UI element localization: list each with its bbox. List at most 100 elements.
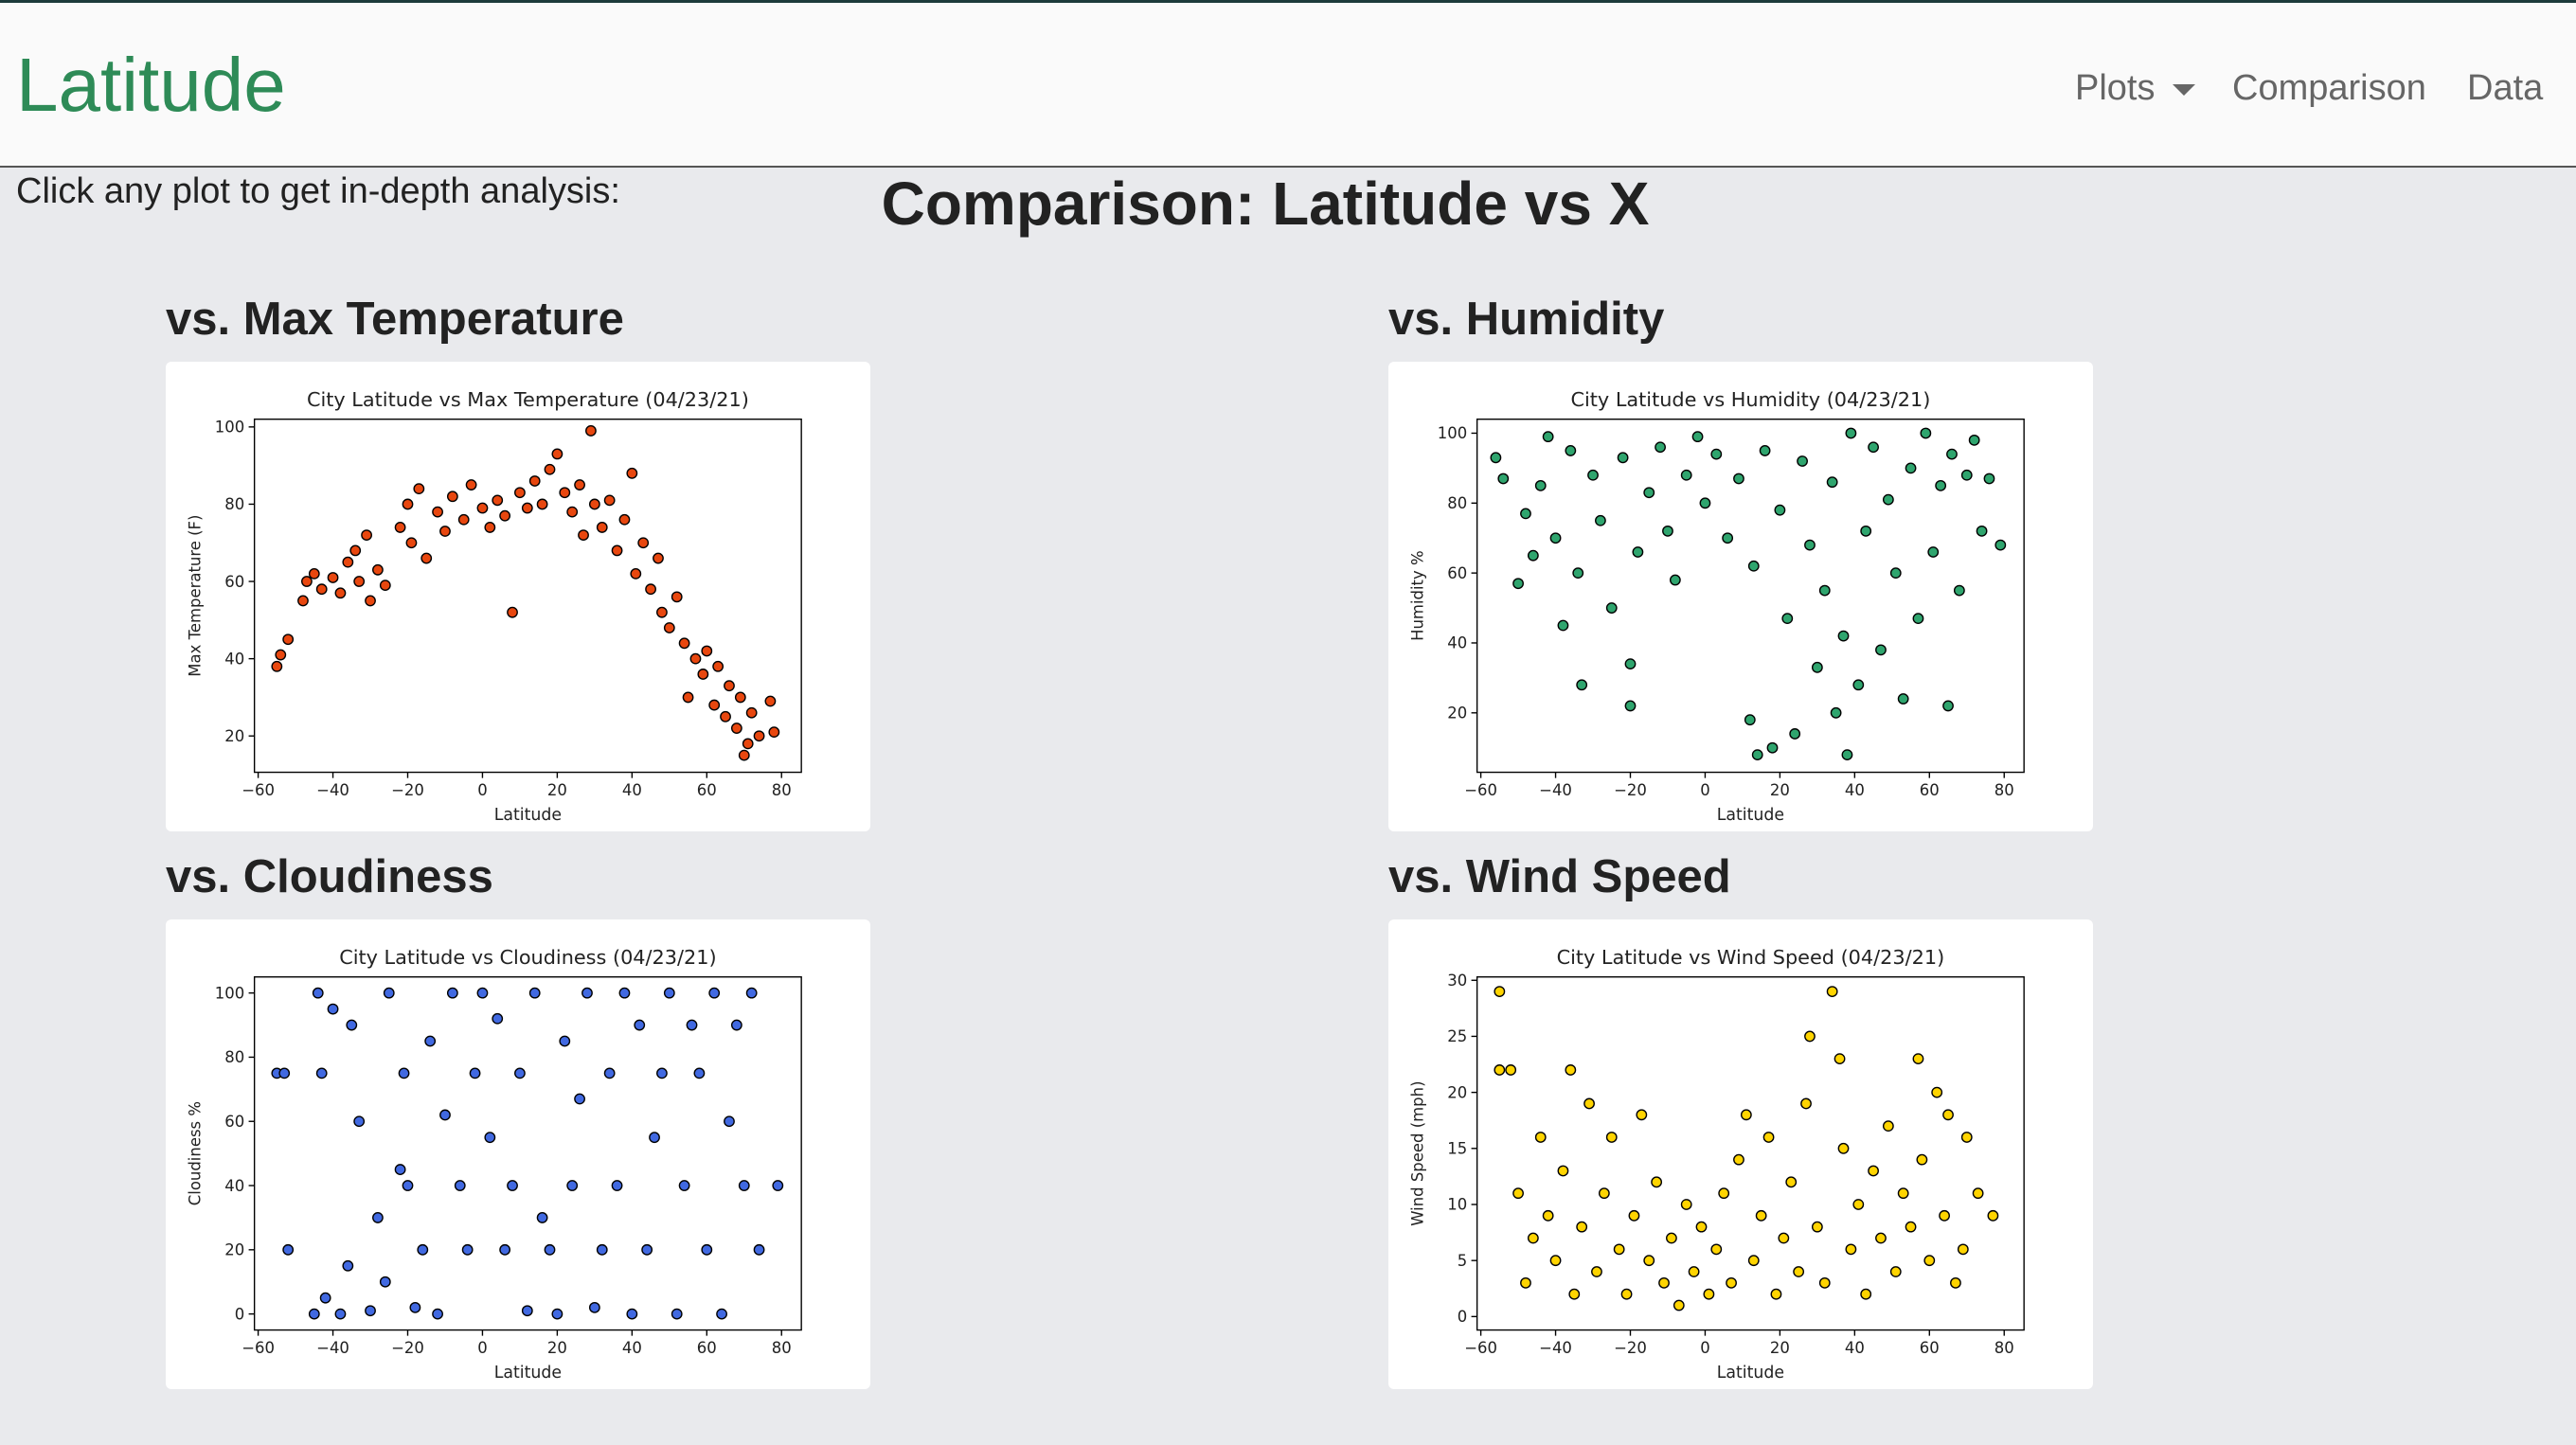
point [1740,1109,1752,1121]
point [697,669,709,680]
point [1927,546,1940,558]
point [1557,619,1569,632]
x-tick-label: 20 [1770,781,1790,799]
y-axis-label: Cloudiness % [186,1101,204,1205]
navbar: Latitude Plots Comparison Data [0,0,2576,168]
point [346,1019,358,1031]
point [424,1035,437,1047]
point [1576,1221,1588,1233]
chart-title: City Latitude vs Max Temperature (04/23/… [307,388,749,411]
point [634,1019,646,1031]
page-heading: Comparison: Latitude vs X [881,169,1650,238]
x-tick-label: −20 [391,1339,424,1357]
point [1889,567,1902,580]
chart[interactable]: City Latitude vs Cloudiness (04/23/21) −6… [166,919,870,1389]
point [1800,1097,1812,1110]
point [1931,1086,1943,1098]
x-tick-label: −40 [1539,781,1572,799]
point [1534,1132,1547,1143]
x-tick-label: 60 [697,781,717,799]
point [1920,427,1932,439]
point [1505,1064,1517,1076]
point [1875,1232,1887,1244]
nav-link[interactable]: Plots [2075,68,2156,108]
point [492,494,504,507]
plot-card[interactable]: City Latitude vs Humidity (04/23/21) −60 −… [1388,362,2093,831]
point [630,567,642,580]
point [1778,1232,1790,1244]
point [1811,1221,1823,1233]
plot-card[interactable]: City Latitude vs Cloudiness (04/23/21) −6… [166,919,870,1389]
x-tick-label: −60 [1464,1339,1497,1357]
y-tick-label: 15 [1447,1140,1467,1158]
point [1818,584,1831,597]
point [1605,1132,1618,1143]
y-tick-label: 80 [224,495,244,513]
x-tick-label: 0 [477,1339,487,1357]
point [588,1301,600,1313]
point [1916,1153,1928,1166]
point [521,1305,533,1317]
y-axis-label: Humidity % [1408,550,1426,641]
plot-card[interactable]: City Latitude vs Max Temperature (04/23/… [166,362,870,831]
point [745,706,758,719]
point [379,1276,391,1288]
x-tick-label: 0 [1700,1339,1709,1357]
point [1953,584,1965,597]
point [327,572,339,583]
point [409,1301,421,1313]
point [1905,462,1917,474]
chart-title: City Latitude vs Cloudiness (04/23/21) [339,946,716,969]
point [1826,476,1838,489]
point [1912,1053,1924,1065]
point [275,649,287,661]
point [536,1212,548,1223]
chart[interactable]: City Latitude vs Wind Speed (04/23/21) −6… [1388,919,2093,1389]
chart[interactable]: City Latitude vs Max Temperature (04/23/… [166,362,870,831]
point [1946,448,1958,460]
point [1583,1097,1595,1110]
point [611,544,623,557]
point [611,1180,623,1191]
point [708,987,721,999]
point [353,576,366,587]
point [1710,448,1723,460]
point [528,475,541,487]
point [379,580,391,592]
point [383,987,395,999]
point [1557,1165,1569,1177]
point [734,691,746,704]
point [1983,473,1995,485]
point [297,595,309,607]
point [1520,508,1531,520]
point [465,479,477,491]
brand[interactable]: Latitude [16,43,286,127]
point [559,487,571,499]
point [730,1019,742,1031]
point [1662,525,1673,537]
nav-link[interactable]: Data [2467,68,2544,108]
dropdown-caret[interactable] [2172,82,2196,98]
chart[interactable]: City Latitude vs Humidity (04/23/21) −60 −… [1388,362,2093,831]
point [1942,1109,1954,1121]
point [618,987,631,999]
point [1549,532,1562,544]
point [1766,741,1779,754]
nav-link[interactable]: Comparison [2232,68,2426,108]
point [1770,1288,1782,1300]
point [454,1180,466,1191]
point [720,710,731,722]
point [1710,1243,1723,1256]
point [626,1308,638,1320]
point [708,699,721,711]
point [457,513,470,526]
point [1818,1276,1831,1289]
x-tick-label: 20 [547,1339,567,1357]
nav-plots[interactable]: Plots [2075,67,2196,109]
plot-card[interactable]: City Latitude vs Wind Speed (04/23/21) −6… [1388,919,2093,1389]
point [1542,431,1554,443]
point [334,587,347,599]
x-axis-label: Latitude [494,806,562,825]
point [1624,700,1637,712]
point [738,1180,750,1191]
